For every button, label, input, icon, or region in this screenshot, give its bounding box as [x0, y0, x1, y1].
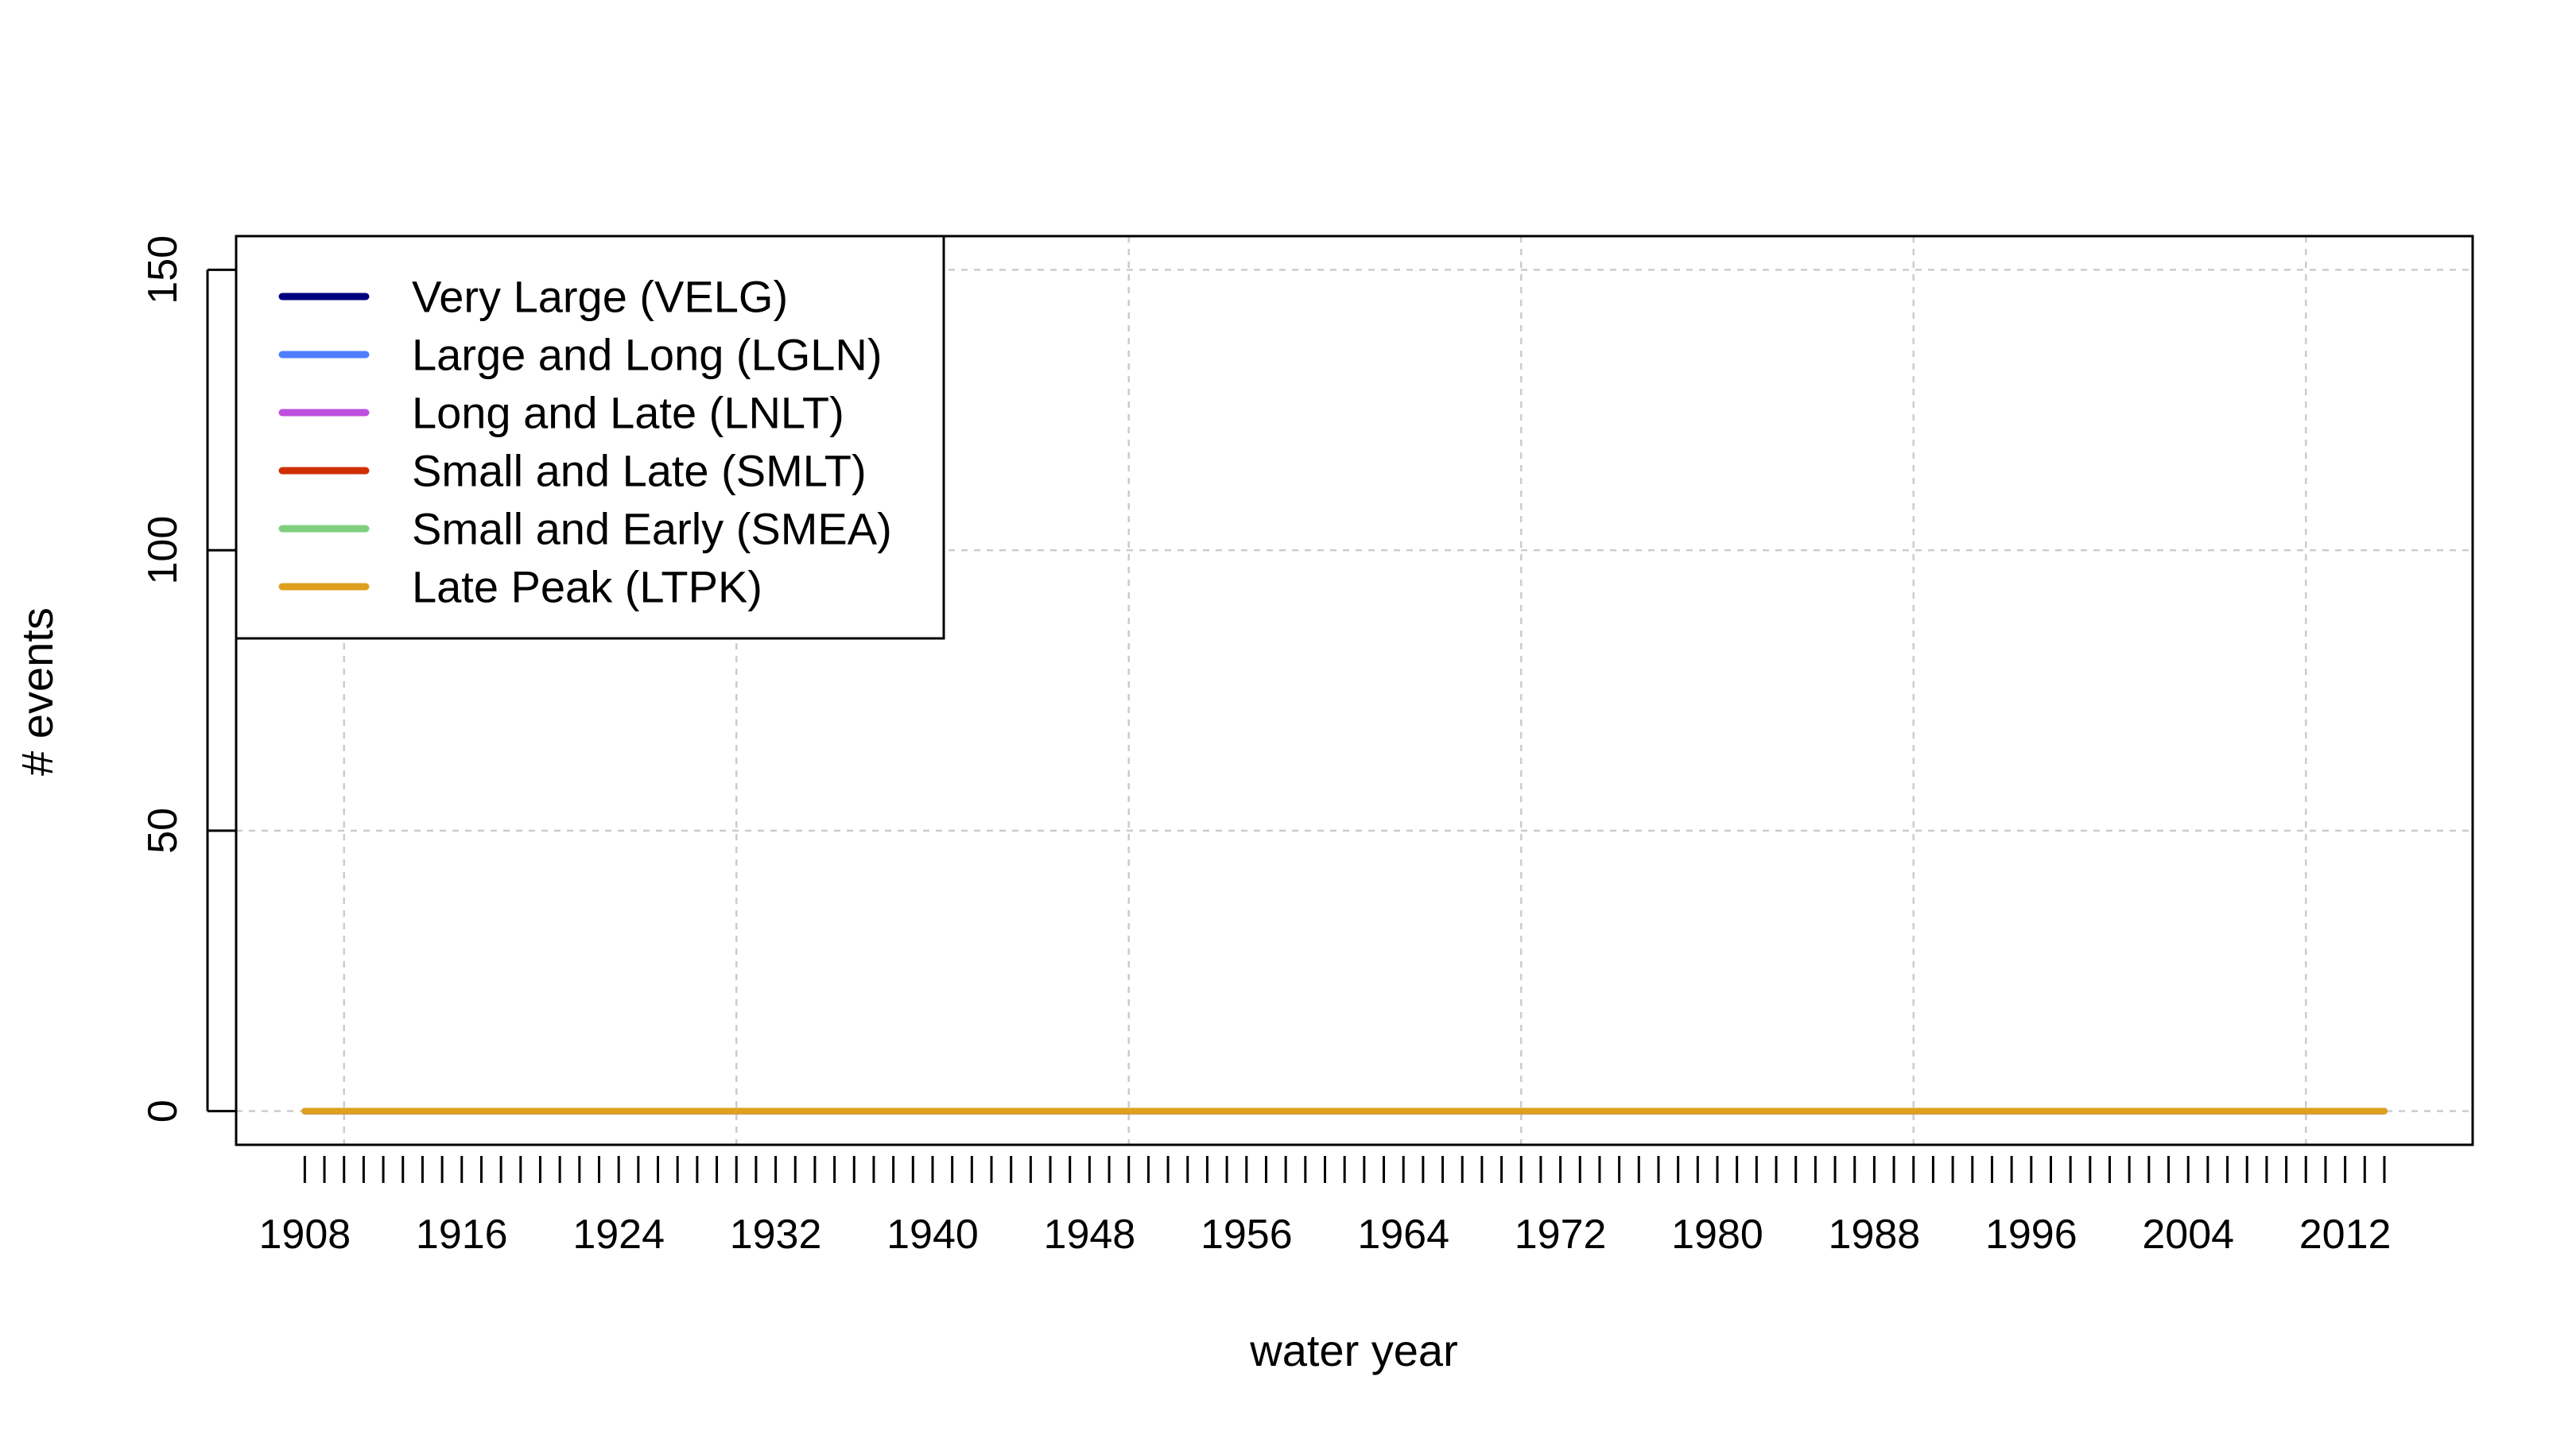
x-tick-label: 1972: [1515, 1212, 1607, 1258]
x-tick-label: 1908: [259, 1212, 351, 1258]
legend-label: Large and Long (LGLN): [412, 330, 883, 380]
y-axis-title: # events: [12, 607, 62, 776]
x-tick-label: 2012: [2299, 1212, 2392, 1258]
legend-label: Small and Early (SMEA): [412, 504, 892, 554]
x-axis-title: water year: [1249, 1325, 1457, 1375]
x-tick-label: 1964: [1357, 1212, 1449, 1258]
y-axis: 0 50 100 150: [140, 235, 236, 1123]
y-tick-label: 50: [140, 808, 186, 854]
y-tick-label: 0: [140, 1099, 186, 1123]
x-tick-label: 1932: [730, 1212, 822, 1258]
x-tick-label: 1940: [886, 1212, 979, 1258]
x-tick-label: 2004: [2142, 1212, 2234, 1258]
x-tick-label: 1988: [1829, 1212, 1921, 1258]
x-tick-label: 1980: [1671, 1212, 1763, 1258]
legend-label: Small and Late (SMLT): [412, 446, 867, 496]
y-tick-label: 150: [140, 235, 186, 304]
x-tick-label: 1916: [416, 1212, 508, 1258]
x-tick-label: 1996: [1985, 1212, 2077, 1258]
plot-frame: [235, 235, 2474, 1146]
legend-label: Long and Late (LNLT): [412, 388, 844, 438]
legend-label: Late Peak (LTPK): [412, 562, 762, 612]
legend: Very Large (VELG) Large and Long (LGLN) Lo…: [235, 235, 945, 640]
x-tick-label: 1956: [1201, 1212, 1293, 1258]
y-tick-label: 100: [140, 516, 186, 585]
legend-box: [235, 235, 945, 640]
x-axis: 1908 1916 1924 1932 1940 1948 1956 1964 1972 1980…: [259, 1156, 2392, 1258]
legend-label: Very Large (VELG): [412, 272, 788, 322]
x-tick-label: 1924: [572, 1212, 665, 1258]
x-tick-label: 1948: [1044, 1212, 1136, 1258]
